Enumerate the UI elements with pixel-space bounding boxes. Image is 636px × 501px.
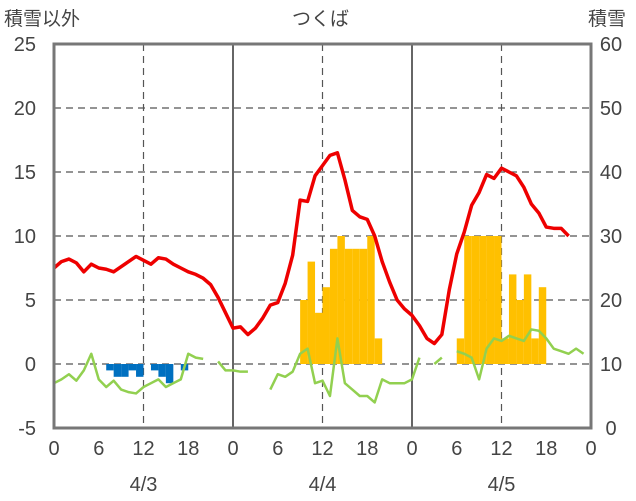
precip-bar xyxy=(352,248,360,364)
green-line xyxy=(53,352,204,395)
blue-bar xyxy=(128,364,137,371)
x-tick-label: 0 xyxy=(406,438,417,460)
precip-bar xyxy=(307,261,316,364)
blue-bar xyxy=(113,364,122,377)
temperature-line xyxy=(52,151,570,346)
precip-bar xyxy=(501,338,509,364)
green-line xyxy=(456,328,585,381)
right-y-tick-label: 20 xyxy=(600,290,622,312)
x-tick-label: 12 xyxy=(311,438,333,460)
precip-bar xyxy=(479,236,487,364)
blue-series xyxy=(106,364,189,384)
precip-bar xyxy=(464,236,472,364)
right-y-tick-label: 10 xyxy=(600,354,622,376)
precip-bar xyxy=(508,274,517,364)
x-tick-label: 12 xyxy=(132,438,154,460)
blue-bar xyxy=(121,364,129,377)
x-hour-ticks: 0 6 12 18 0 6 12 18 0 6 12 18 0 xyxy=(48,438,596,460)
x-tick-label: 18 xyxy=(535,438,557,460)
precip-bar xyxy=(531,338,539,364)
blue-bar xyxy=(150,364,159,371)
precip-bar xyxy=(300,300,308,364)
x-tick-label: 0 xyxy=(585,438,596,460)
left-y-tick-label: 10 xyxy=(14,226,36,248)
green-series xyxy=(53,328,585,404)
precip-bar xyxy=(359,248,368,364)
x-tick-label: 18 xyxy=(356,438,378,460)
precip-bar xyxy=(322,287,330,364)
left-y-tick-label: -5 xyxy=(18,418,36,440)
precip-bar xyxy=(471,236,480,364)
x-tick-label: 6 xyxy=(272,438,283,460)
precip-series xyxy=(300,236,547,364)
day-label: 4/5 xyxy=(488,474,516,496)
precip-bar xyxy=(374,338,383,364)
green-line xyxy=(217,360,248,373)
x-tick-label: 18 xyxy=(177,438,199,460)
precip-bar xyxy=(329,248,338,364)
green-line xyxy=(269,337,421,404)
day-label: 4/3 xyxy=(130,474,158,496)
precip-bar xyxy=(523,274,532,364)
chart-title: つくば xyxy=(292,9,350,30)
x-tick-label: 0 xyxy=(48,438,59,460)
left-y-tick-label: 15 xyxy=(14,162,36,184)
right-y-tick-label: 0 xyxy=(605,418,616,440)
right-y-tick-label: 30 xyxy=(600,226,622,248)
precip-bar xyxy=(315,312,323,364)
precip-bar xyxy=(486,236,495,364)
plot-frame xyxy=(52,42,593,430)
x-tick-label: 0 xyxy=(227,438,238,460)
right-y-ticks: 60 50 40 30 20 10 0 xyxy=(600,34,622,440)
day-label: 4/4 xyxy=(309,474,337,496)
x-tick-label: 6 xyxy=(93,438,104,460)
blue-bar xyxy=(106,364,114,371)
left-y-tick-label: 25 xyxy=(14,34,36,56)
right-y-tick-label: 40 xyxy=(600,162,622,184)
right-y-tick-label: 60 xyxy=(600,34,622,56)
green-line xyxy=(433,356,443,365)
left-y-tick-label: 0 xyxy=(25,354,36,376)
left-y-tick-label: 5 xyxy=(25,290,36,312)
right-y-tick-label: 50 xyxy=(600,98,622,120)
precip-bar xyxy=(367,236,375,364)
left-axis-title: 積雪以外 xyxy=(4,9,81,30)
blue-bar xyxy=(136,364,144,377)
right-axis-title: 積雪 xyxy=(588,9,627,30)
precip-bar xyxy=(344,248,353,364)
x-tick-label: 6 xyxy=(451,438,462,460)
precip-bar xyxy=(516,300,524,364)
left-y-tick-label: 20 xyxy=(14,98,36,120)
blue-bar xyxy=(165,364,174,384)
day-labels: 4/3 4/4 4/5 xyxy=(130,474,516,496)
precip-bar xyxy=(538,287,547,364)
left-y-ticks: 25 20 15 10 5 0 -5 xyxy=(14,34,36,440)
blue-bar xyxy=(158,364,166,377)
precip-bar xyxy=(494,236,502,364)
x-tick-label: 12 xyxy=(490,438,512,460)
precip-bar xyxy=(337,236,345,364)
